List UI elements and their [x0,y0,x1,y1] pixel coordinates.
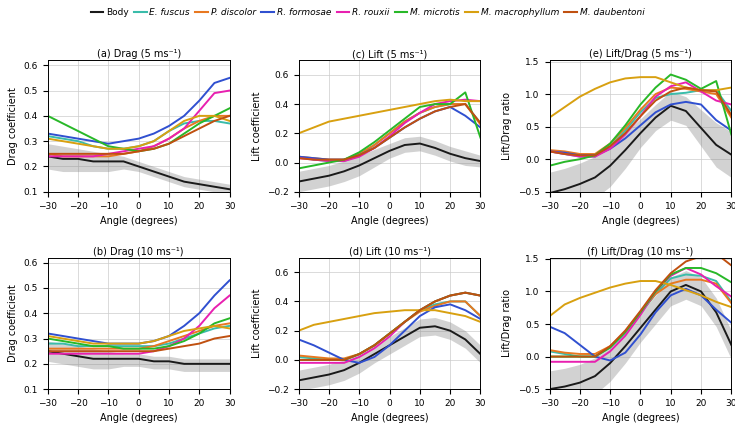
Title: (a) Drag (5 ms⁻¹): (a) Drag (5 ms⁻¹) [96,49,181,59]
Y-axis label: Lift/Drag ratio: Lift/Drag ratio [503,289,512,357]
Title: (f) Lift/Drag (10 ms⁻¹): (f) Lift/Drag (10 ms⁻¹) [587,247,694,257]
Y-axis label: Drag coefficient: Drag coefficient [8,284,18,362]
Legend: Body, E. fuscus, P. discolor, R. formosae, R. rouxii, M. microtis, M. macrophyll: Body, E. fuscus, P. discolor, R. formosa… [87,4,648,21]
Y-axis label: Lift/Drag ratio: Lift/Drag ratio [503,92,512,160]
X-axis label: Angle (degrees): Angle (degrees) [602,413,679,424]
X-axis label: Angle (degrees): Angle (degrees) [351,216,429,226]
Title: (c) Lift (5 ms⁻¹): (c) Lift (5 ms⁻¹) [352,49,427,59]
Title: (e) Lift/Drag (5 ms⁻¹): (e) Lift/Drag (5 ms⁻¹) [589,49,692,59]
Y-axis label: Lift coefficient: Lift coefficient [251,289,262,358]
Y-axis label: Lift coefficient: Lift coefficient [251,91,262,161]
Title: (d) Lift (10 ms⁻¹): (d) Lift (10 ms⁻¹) [348,247,431,257]
Title: (b) Drag (10 ms⁻¹): (b) Drag (10 ms⁻¹) [93,247,184,257]
X-axis label: Angle (degrees): Angle (degrees) [351,413,429,424]
Y-axis label: Drag coefficient: Drag coefficient [8,87,18,165]
X-axis label: Angle (degrees): Angle (degrees) [100,413,177,424]
X-axis label: Angle (degrees): Angle (degrees) [602,216,679,226]
X-axis label: Angle (degrees): Angle (degrees) [100,216,177,226]
